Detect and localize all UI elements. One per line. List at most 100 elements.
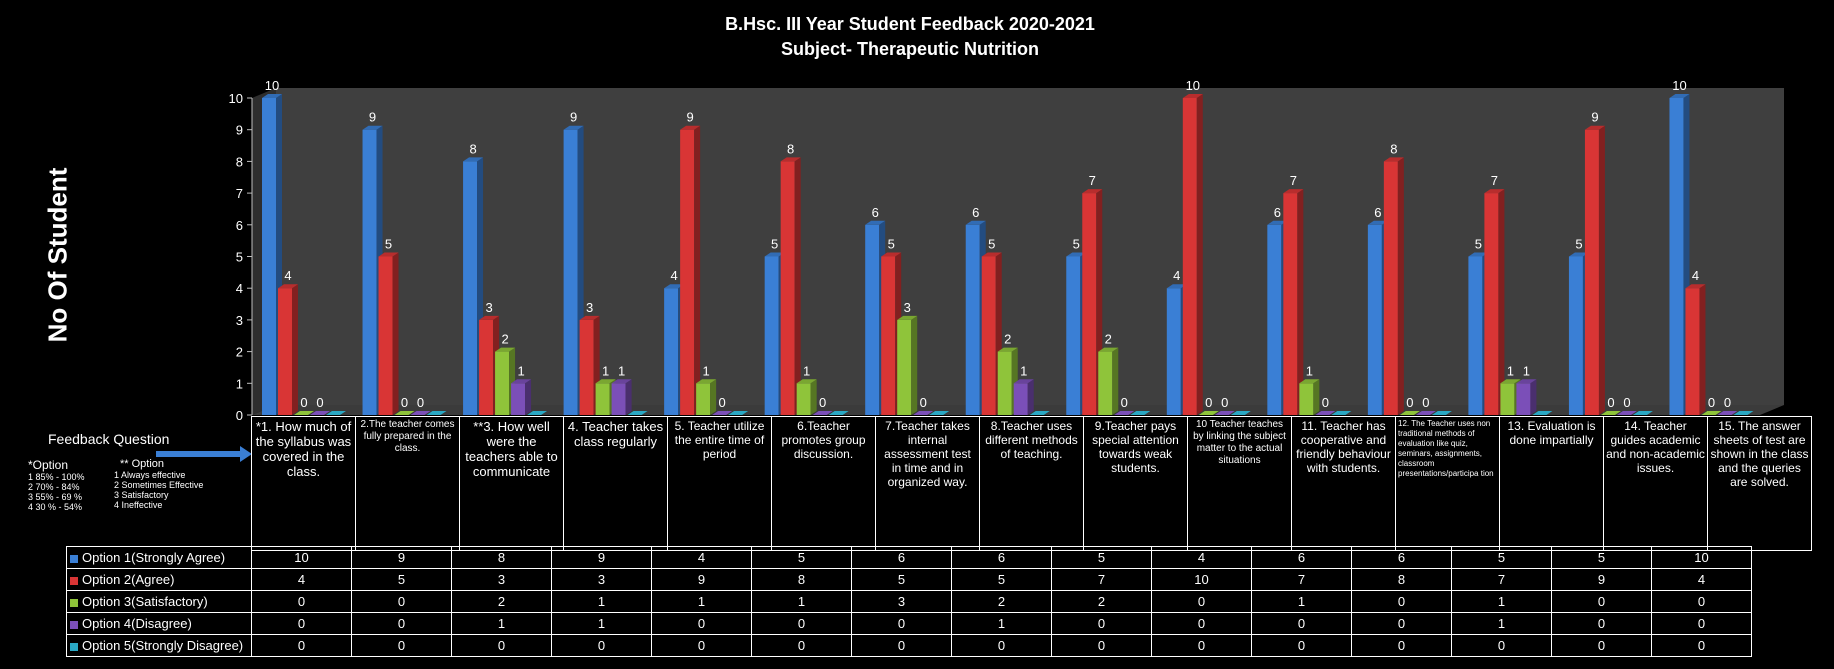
bar-top [511,379,532,384]
bar [1568,256,1583,415]
bar-top [865,220,886,225]
data-cell: 2 [1051,590,1152,613]
option-head-2: ** Option [120,458,165,470]
data-cell: 0 [651,634,752,657]
bar-value-label: 3 [586,300,593,315]
bar-value-label: 8 [469,141,476,156]
bar-zero [1130,411,1151,415]
bar-zero [627,411,648,415]
bar-value-label: 1 [1507,363,1514,378]
bar [1468,256,1483,415]
bar-top [463,157,484,162]
chart-back-wall [276,88,1784,405]
option-head: Option [32,458,69,472]
legend-swatch [70,598,78,607]
data-cell: 0 [1151,590,1252,613]
question-cell: 4. Teacher takes class regularly [563,416,668,551]
question-table: *1. How much of the syllabus was covered… [251,416,1812,551]
y-tick-label: 5 [236,250,243,265]
bar-top [881,252,902,257]
data-cell: 0 [1651,590,1752,613]
data-table: Option 1(Strongly Agree) 10 9 8 9 4 5 6 6 5 4 6 6 5 5 1… [66,546,1752,657]
bar [1500,383,1515,415]
data-cell: 5 [351,568,452,591]
bar-value-label: 0 [920,395,927,410]
data-cell: 0 [751,634,852,657]
legend-swatch [70,554,78,563]
bar-top [780,157,801,162]
bar-side [1498,189,1505,415]
bar-value-label: 1 [1523,363,1530,378]
bar-top [1685,284,1706,289]
question-cell: **3. How well were the teachers able to … [459,416,564,551]
question-cell: 12. The Teacher uses non traditional met… [1395,416,1500,551]
bar-value-label: 4 [1173,268,1180,283]
bar-value-label: 7 [1290,173,1297,188]
bar-top [1383,157,1404,162]
bar-value-label: 0 [1322,395,1329,410]
question-cell: 9.Teacher pays special attention towards… [1083,416,1188,551]
bar-value-label: 0 [300,395,307,410]
chart-title: B.Hsc. III Year Student Feedback 2020-20… [725,14,1095,34]
question-cell: 13. Evaluation is done impartially [1499,416,1604,551]
data-cell: 0 [1551,590,1652,613]
data-cell: 4 [1151,546,1252,569]
bar-side [525,379,532,415]
series-name: Option 2(Agree) [82,572,175,587]
bar-top [1283,189,1304,194]
note-line: 2 70% - 84% [28,482,80,492]
data-cell: 9 [551,546,652,569]
bar [897,319,912,415]
note-line: 1 85% - 100% [28,472,85,482]
bar [696,383,711,415]
bar-side [1598,125,1605,415]
question-cell: 2.The teacher comes fully prepared in th… [355,416,460,551]
bar [463,161,478,415]
bar-top [611,379,632,384]
bar-zero [1114,411,1135,415]
bar [881,256,896,415]
y-tick-label: 10 [229,91,243,106]
bar [479,319,494,415]
data-cell: 4 [651,546,752,569]
data-cell: 0 [251,612,352,635]
bar-top [1468,252,1489,257]
data-cell: 0 [251,634,352,657]
data-cell: 10 [251,546,352,569]
bar [1013,383,1028,415]
data-cell: 0 [1051,612,1152,635]
note-line: 3 55% - 69 % [28,492,83,502]
data-cell: 0 [651,612,752,635]
series-legend-label: Option 1(Strongly Agree) [66,546,252,569]
bar-value-label: 4 [1692,268,1699,283]
series-name: Option 1(Strongly Agree) [82,550,226,565]
bar-value-label: 10 [265,78,279,93]
bar-top [1516,379,1537,384]
bar-side [1397,157,1404,415]
bar [865,224,880,415]
bar-top [278,284,298,289]
bar-zero [1399,411,1420,415]
chart-subtitle: Subject- Therapeutic Nutrition [780,39,1039,59]
data-cell: 1 [1251,590,1352,613]
bar-top [1484,189,1505,194]
legend-swatch [70,642,78,651]
data-cell: 0 [1351,634,1452,657]
data-cell: 9 [1551,568,1652,591]
arrow-head [240,446,252,462]
bar-value-label: 8 [787,141,794,156]
data-cell: 10 [1151,568,1252,591]
bar-top [1299,379,1320,384]
bar-side [1699,284,1706,415]
data-cell: 8 [1351,568,1452,591]
data-cell: 5 [751,546,852,569]
data-cell: 0 [351,590,452,613]
bar [1685,288,1700,415]
note-line: 4 Ineffective [114,500,163,510]
bar-zero [1532,411,1553,415]
bar-value-label: 0 [719,395,726,410]
legend-swatch [70,620,78,629]
y-tick-label: 6 [236,218,243,233]
bar-top [495,347,516,352]
bar-value-label: 1 [618,363,625,378]
